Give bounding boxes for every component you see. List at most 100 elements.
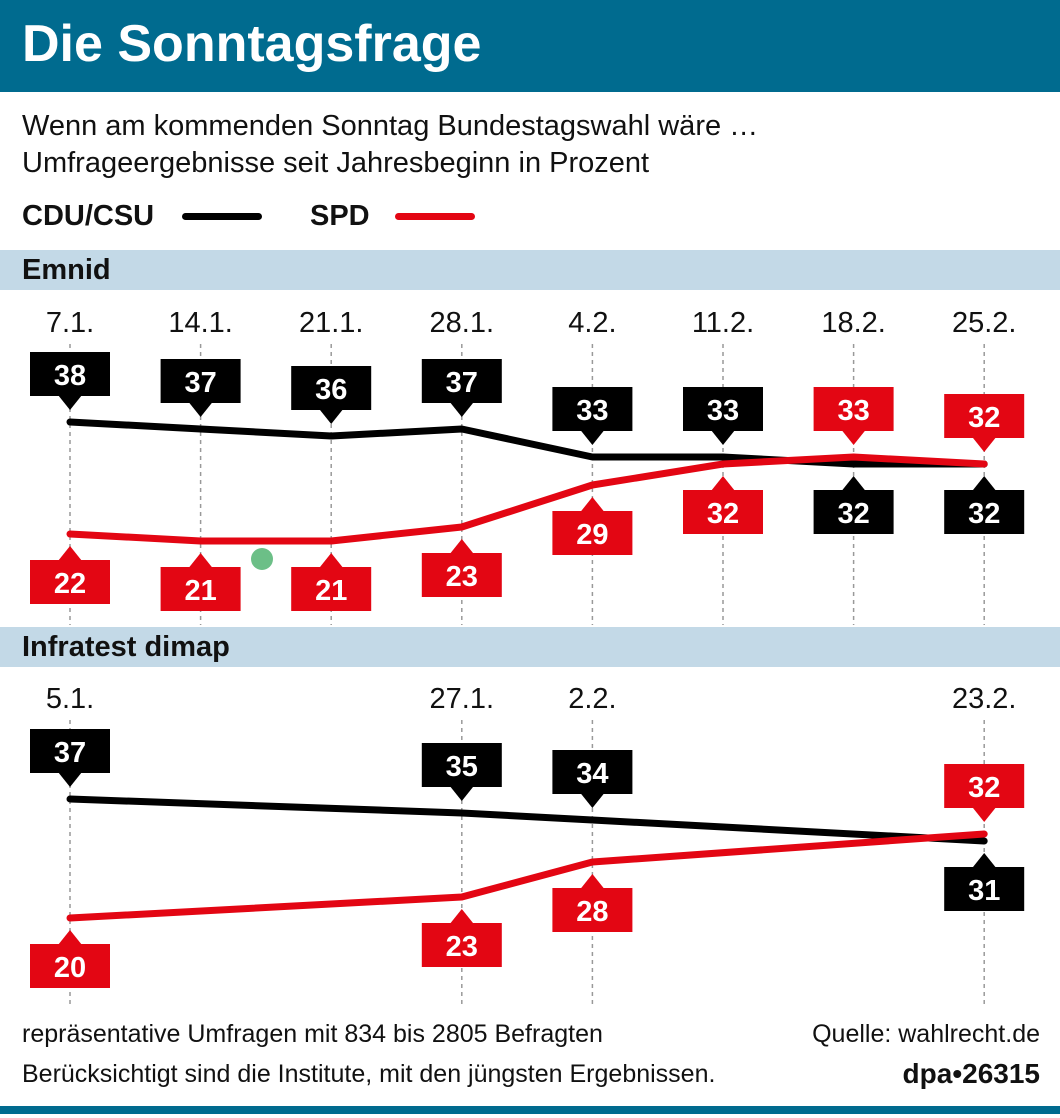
- data-label-pointer: [580, 430, 605, 445]
- data-label-pointer: [580, 793, 605, 808]
- data-label: 33: [837, 395, 869, 427]
- tick-label: 27.1.: [430, 683, 495, 715]
- data-label-pointer: [188, 402, 213, 417]
- data-label-pointer: [972, 476, 997, 491]
- data-label: 32: [968, 772, 1000, 804]
- tick-label: 28.1.: [430, 307, 495, 339]
- tick-label: 5.1.: [46, 683, 94, 715]
- data-label-box: [30, 560, 110, 604]
- data-label-box: [944, 394, 1025, 438]
- data-label: 32: [837, 498, 869, 530]
- data-label: 37: [184, 367, 216, 399]
- data-label: 32: [968, 402, 1000, 434]
- data-label-box: [683, 490, 763, 534]
- data-label-box: [30, 352, 110, 396]
- data-label: 37: [446, 367, 478, 399]
- data-label-box: [291, 366, 372, 410]
- tick-label: 11.2.: [692, 307, 754, 339]
- tick-label: 25.2.: [952, 307, 1017, 339]
- data-label: 29: [576, 519, 608, 551]
- data-label: 21: [184, 575, 216, 607]
- data-label-box: [160, 567, 241, 611]
- data-label-box: [421, 359, 502, 403]
- data-label-box: [944, 764, 1025, 808]
- subtitle: Wenn am kommenden Sonntag Bundestagswahl…: [22, 110, 759, 142]
- data-label-box: [160, 359, 241, 403]
- legend-cdu: CDU/CSU: [22, 200, 155, 232]
- data-label-pointer: [58, 546, 82, 561]
- section-emnid: Emnid: [0, 250, 1060, 290]
- data-label-pointer: [188, 553, 213, 568]
- data-label-pointer: [841, 476, 866, 491]
- data-label-box: [552, 750, 633, 794]
- data-label-pointer: [449, 909, 474, 924]
- data-label-pointer: [58, 395, 82, 410]
- data-label-pointer: [580, 497, 605, 512]
- data-label-pointer: [580, 874, 605, 889]
- data-label-pointer: [711, 430, 735, 445]
- data-label: 32: [968, 498, 1000, 530]
- data-label-box: [421, 923, 502, 967]
- tick-label: 21.1.: [299, 307, 364, 339]
- data-label-pointer: [711, 476, 735, 491]
- data-label-box: [813, 490, 894, 534]
- data-label-box: [552, 387, 633, 431]
- series-line-spd: [66, 830, 988, 922]
- data-label: 23: [446, 561, 478, 593]
- data-label-box: [421, 743, 502, 787]
- tick-label: 7.1.: [46, 307, 94, 339]
- title-bar: Die Sonntagsfrage: [0, 0, 1060, 92]
- data-label-box: [944, 490, 1025, 534]
- data-label: 32: [707, 498, 739, 530]
- data-label: 35: [446, 751, 478, 783]
- section-title: Emnid: [22, 254, 111, 286]
- data-label-pointer: [972, 807, 997, 822]
- subtitle-unit: Umfrageergebnisse seit Jahresbeginn in P…: [22, 147, 650, 179]
- data-label-pointer: [449, 786, 474, 801]
- data-label: 21: [315, 575, 347, 607]
- series-line-cdu: [66, 418, 988, 468]
- data-label-pointer: [972, 437, 997, 452]
- data-label-pointer: [58, 930, 82, 945]
- data-label: 33: [576, 395, 608, 427]
- data-label-pointer: [841, 430, 866, 445]
- data-label-pointer: [58, 772, 82, 787]
- legend-cdu-line: [182, 213, 262, 220]
- data-label: 36: [315, 374, 347, 406]
- data-label-box: [552, 888, 633, 932]
- data-label-pointer: [449, 539, 474, 554]
- data-label-box: [944, 867, 1025, 911]
- data-label-box: [291, 567, 372, 611]
- legend-spd-line: [395, 213, 475, 220]
- data-label: 34: [576, 758, 608, 790]
- tick-label: 18.2.: [821, 307, 886, 339]
- tick-label: 23.2.: [952, 683, 1017, 715]
- data-label-pointer: [972, 853, 997, 868]
- data-label: 38: [54, 360, 86, 392]
- watermark-logo: [251, 548, 273, 570]
- data-label-box: [552, 511, 633, 555]
- data-label-pointer: [319, 409, 344, 424]
- data-label: 37: [54, 737, 86, 769]
- data-label-box: [421, 553, 502, 597]
- section-title: Infratest dimap: [22, 631, 230, 663]
- page-title: Die Sonntagsfrage: [22, 15, 482, 73]
- data-label-box: [30, 944, 110, 988]
- data-label: 28: [576, 896, 608, 928]
- series-line-cdu: [66, 795, 988, 845]
- data-label: 22: [54, 568, 86, 600]
- series-line-spd: [66, 453, 988, 545]
- section-infratest: Infratest dimap: [0, 627, 1060, 667]
- data-label: 20: [54, 952, 86, 984]
- data-label: 23: [446, 931, 478, 963]
- footer-note: repräsentative Umfragen mit 834 bis 2805…: [22, 1020, 603, 1048]
- data-label-pointer: [319, 553, 344, 568]
- data-label-box: [30, 729, 110, 773]
- tick-label: 14.1.: [168, 307, 233, 339]
- data-label-box: [683, 387, 763, 431]
- tick-label: 2.2.: [568, 683, 616, 715]
- data-label-pointer: [449, 402, 474, 417]
- footer-note-2: Berücksichtigt sind die Institute, mit d…: [22, 1060, 716, 1088]
